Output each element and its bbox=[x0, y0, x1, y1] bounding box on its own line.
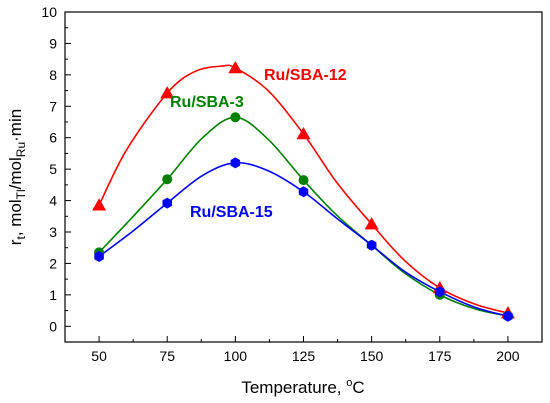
x-tick-label: 175 bbox=[428, 348, 452, 364]
x-axis-label: Temperature, oC bbox=[241, 377, 364, 397]
data-point-ru-sba-15 bbox=[503, 310, 513, 322]
y-tick-label: 7 bbox=[49, 98, 57, 114]
y-tick-label: 6 bbox=[49, 130, 57, 146]
data-point-ru-sba-12 bbox=[228, 60, 243, 74]
data-point-ru-sba-15 bbox=[366, 239, 377, 251]
y-tick-label: 5 bbox=[49, 161, 57, 177]
data-point-ru-sba-15 bbox=[435, 286, 445, 298]
data-point-ru-sba-3 bbox=[298, 175, 309, 186]
data-point-ru-sba-12 bbox=[160, 86, 175, 99]
data-point-ru-sba-3 bbox=[162, 174, 173, 185]
x-tick-label: 50 bbox=[91, 348, 107, 364]
data-point-ru-sba-15 bbox=[298, 186, 309, 198]
data-point-ru-sba-3 bbox=[230, 112, 241, 123]
x-tick-label: 100 bbox=[224, 348, 248, 364]
data-point-ru-sba-12 bbox=[364, 217, 379, 230]
series-markers bbox=[92, 60, 515, 322]
data-point-ru-sba-15 bbox=[162, 197, 172, 209]
data-point-ru-sba-15 bbox=[230, 157, 241, 169]
y-axis-label: rt, molTl/molRu·min bbox=[6, 109, 28, 245]
x-tick-label: 75 bbox=[159, 348, 175, 364]
y-tick-label: 2 bbox=[49, 255, 57, 271]
data-point-ru-sba-12 bbox=[296, 126, 311, 140]
y-tick-label: 10 bbox=[41, 4, 57, 20]
y-tick-label: 3 bbox=[49, 224, 57, 240]
axis-ticks: 50 75 100 125 150 175 200 0 1 2 3 4 5 6 7 8 9 10 bbox=[41, 4, 519, 364]
x-tick-label: 200 bbox=[496, 348, 520, 364]
x-tick-label: 125 bbox=[292, 348, 316, 364]
data-point-ru-sba-12 bbox=[92, 198, 107, 211]
series-label-ru-sba-15: Ru/SBA-15 bbox=[190, 204, 273, 221]
y-tick-label: 0 bbox=[49, 318, 57, 334]
x-tick-label: 150 bbox=[360, 348, 384, 364]
series-label-ru-sba-12: Ru/SBA-12 bbox=[264, 67, 347, 84]
y-tick-label: 4 bbox=[49, 193, 57, 209]
series-line-ru-sba-3 bbox=[98, 116, 509, 317]
y-tick-label: 1 bbox=[49, 287, 57, 303]
y-tick-label: 8 bbox=[49, 67, 57, 83]
data-point-ru-sba-15 bbox=[94, 251, 104, 263]
series-label-ru-sba-3: Ru/SBA-3 bbox=[170, 94, 244, 111]
y-tick-label: 9 bbox=[49, 35, 57, 51]
